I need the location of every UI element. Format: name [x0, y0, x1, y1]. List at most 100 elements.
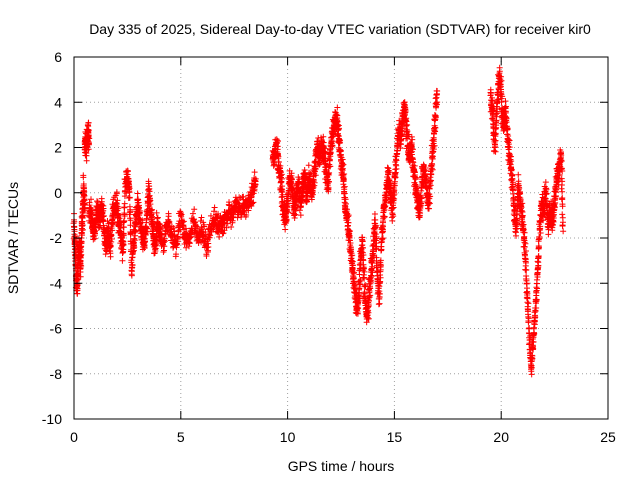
data-point: [278, 194, 285, 201]
data-point: [311, 179, 318, 186]
data-point: [94, 198, 101, 205]
data-point: [134, 190, 141, 197]
data-point: [346, 227, 353, 234]
data-point: [127, 208, 134, 215]
data-point: [336, 125, 343, 132]
data-point: [326, 147, 333, 154]
data-point: [210, 208, 217, 215]
data-point: [321, 148, 328, 155]
data-point: [559, 188, 566, 195]
data-point: [340, 178, 347, 185]
data-point: [249, 199, 256, 206]
data-point: [120, 241, 127, 248]
data-point: [141, 245, 148, 252]
data-point: [131, 244, 138, 251]
data-point: [186, 240, 193, 247]
data-point: [74, 290, 81, 297]
data-point: [528, 371, 535, 378]
data-point: [282, 226, 289, 233]
data-point: [347, 248, 354, 255]
data-point: [136, 210, 143, 217]
data-point: [147, 197, 154, 204]
data-point: [100, 207, 107, 214]
data-point: [525, 315, 532, 322]
data-point: [108, 232, 115, 239]
data-point: [283, 217, 290, 224]
data-point: [180, 222, 187, 229]
data-point: [223, 224, 230, 231]
data-point: [124, 168, 131, 175]
data-point: [327, 150, 334, 157]
y-tick-label: 4: [54, 94, 62, 110]
data-point: [515, 171, 522, 178]
data-point: [126, 185, 133, 192]
data-point: [559, 211, 566, 218]
data-point: [108, 236, 115, 243]
data-point: [334, 112, 341, 119]
y-tick-label: -6: [50, 321, 63, 337]
chart-title: Day 335 of 2025, Sidereal Day-to-day VTE…: [89, 21, 591, 37]
data-point: [378, 246, 385, 253]
y-tick-label: -4: [50, 275, 63, 291]
data-point: [207, 232, 214, 239]
data-point: [161, 235, 168, 242]
data-point: [334, 104, 341, 111]
data-point: [79, 226, 86, 233]
data-point: [289, 176, 296, 183]
data-point: [81, 201, 88, 208]
data-point: [107, 243, 114, 250]
data-point: [340, 161, 347, 168]
data-point: [524, 288, 531, 295]
data-point: [228, 223, 235, 230]
data-point: [531, 324, 538, 331]
data-point: [292, 205, 299, 212]
data-point: [559, 196, 566, 203]
data-point: [110, 220, 117, 227]
data-point: [121, 204, 128, 211]
data-point: [240, 193, 247, 200]
data-point: [85, 139, 92, 146]
data-point: [129, 264, 136, 271]
data-point: [521, 244, 528, 251]
data-point: [119, 257, 126, 264]
data-point: [309, 189, 316, 196]
data-point: [90, 236, 97, 243]
data-point: [71, 228, 78, 235]
data-point: [209, 226, 216, 233]
x-axis-label: GPS time / hours: [288, 458, 395, 474]
data-point: [85, 138, 92, 145]
data-point: [284, 204, 291, 211]
data-point: [170, 224, 177, 231]
data-point: [296, 207, 303, 214]
data-point: [174, 238, 181, 245]
data-point: [108, 238, 115, 245]
data-point: [320, 133, 327, 140]
x-tick-label: 15: [387, 429, 403, 445]
data-point: [283, 201, 290, 208]
data-point: [345, 219, 352, 226]
data-point: [341, 190, 348, 197]
data-point: [121, 213, 128, 220]
data-point: [132, 228, 139, 235]
data-point: [145, 187, 152, 194]
y-tick-label: 6: [54, 49, 62, 65]
data-point: [325, 171, 332, 178]
data-point: [359, 241, 366, 248]
data-point: [121, 193, 128, 200]
data-point: [202, 229, 209, 236]
data-point: [120, 248, 127, 255]
data-point: [103, 240, 110, 247]
data-point: [429, 137, 436, 144]
data-point: [312, 172, 319, 179]
data-point: [243, 211, 250, 218]
data-point: [390, 213, 397, 220]
data-point: [347, 246, 354, 253]
data-point: [104, 217, 111, 224]
data-point: [86, 199, 93, 206]
data-point: [285, 197, 292, 204]
data-point: [337, 137, 344, 144]
data-point: [77, 238, 84, 245]
data-point: [335, 126, 342, 133]
data-point: [279, 191, 286, 198]
